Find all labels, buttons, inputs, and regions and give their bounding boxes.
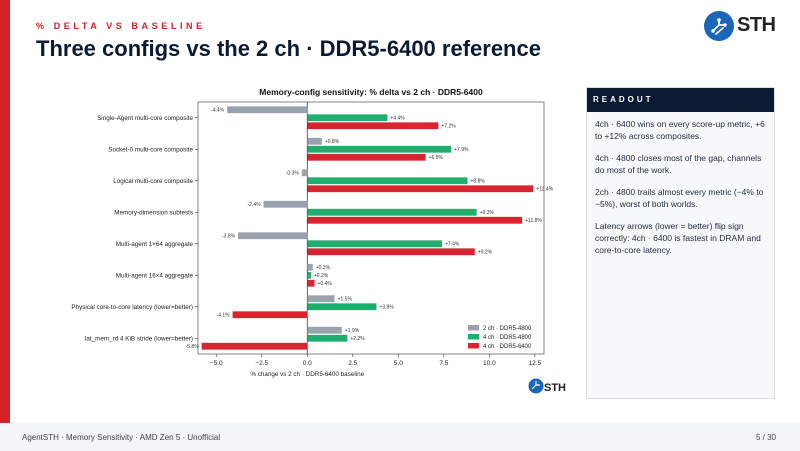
bar [238, 232, 308, 240]
data-label: +7.2% [441, 124, 456, 130]
bar [307, 240, 443, 248]
data-label: +9.3% [480, 210, 495, 216]
footer-caption: AgentSTH · Memory Sensitivity · AMD Zen … [22, 433, 221, 442]
bar [307, 177, 468, 185]
data-label: +12.4% [536, 187, 554, 193]
watermark-logo-badge [528, 378, 544, 394]
data-label: +3.8% [379, 305, 394, 311]
footer-bar [0, 423, 800, 451]
page-number: 5 / 30 [755, 433, 776, 442]
data-label: +9.2% [478, 250, 493, 256]
data-label: +2.2% [350, 336, 365, 342]
bar [307, 137, 322, 145]
data-label: +1.9% [345, 328, 360, 334]
data-label: +7.4% [445, 242, 460, 248]
x-tick-label: 12.5 [529, 360, 542, 367]
data-label: +7.9% [454, 147, 469, 153]
bar [307, 114, 388, 122]
bar [307, 153, 426, 161]
bar [307, 326, 342, 334]
x-tick-label: 5.0 [394, 360, 403, 367]
category-label: lat_mem_rd 4 KiB stride (lower=better) [85, 335, 193, 342]
logo-badge [704, 11, 734, 41]
category-label: Socket-0 multi-core composite [108, 146, 193, 153]
legend-swatch [468, 334, 479, 340]
logo-text: STH [737, 14, 776, 36]
data-label: +0.8% [325, 139, 340, 145]
category-label: Logical multi-core composite [113, 178, 193, 185]
legend-label: 4 ch · DDR5-6400 [483, 344, 532, 350]
bar [307, 295, 335, 303]
readout-paragraph: 2ch · 4800 trails almost every metric (−… [595, 187, 764, 209]
data-label: -5.8% [186, 344, 200, 350]
bar [307, 208, 477, 216]
section-kicker: % DELTA VS BASELINE [36, 21, 206, 31]
bar [307, 216, 523, 224]
legend-swatch [468, 343, 479, 349]
data-label: -4.1% [217, 313, 231, 319]
watermark-logo-text: STH [544, 382, 566, 394]
sensitivity-chart: Memory-config sensitivity: % delta vs 2 … [71, 87, 566, 394]
category-label: Memory-dimension subtests [114, 209, 193, 216]
data-label: -3.8% [222, 234, 236, 240]
sth-logo: STH [704, 11, 776, 41]
readout-paragraph: 4ch · 4800 closes most of the gap, chann… [595, 153, 762, 175]
x-tick-label: 2.5 [348, 360, 357, 367]
data-label: +1.5% [338, 297, 353, 303]
accent-bar [0, 0, 10, 451]
plot-frame [197, 101, 545, 355]
category-label: Physical core-to-core latency (lower=bet… [71, 304, 193, 311]
category-label: Multi-agent 16×4 aggregate [116, 272, 194, 279]
readout-paragraph: Latency arrows (lower = better) flip sig… [595, 221, 761, 255]
x-tick-label: 10.0 [483, 360, 496, 367]
bar [307, 185, 534, 193]
data-label: -4.4% [211, 108, 225, 114]
data-label: +8.8% [471, 179, 486, 185]
data-label: +11.8% [525, 218, 542, 224]
bar [307, 122, 439, 130]
bar [307, 334, 348, 342]
x-axis-label: % change vs 2 ch · DDR5-6400 baseline [250, 371, 364, 378]
readout-heading: READOUT [587, 88, 774, 112]
bar [201, 342, 308, 350]
category-label: Multi-agent 1×64 aggregate [116, 241, 194, 248]
data-label: +0.4% [318, 281, 333, 287]
data-label: -2.4% [247, 202, 261, 208]
slide-title: Three configs vs the 2 ch · DDR5-6400 re… [36, 36, 541, 61]
bar [307, 279, 315, 287]
chart-title: Memory-config sensitivity: % delta vs 2 … [259, 87, 483, 97]
data-label: +6.5% [429, 155, 444, 161]
bar [301, 169, 308, 177]
data-label: +0.2% [314, 273, 329, 279]
readout-panel: READOUT 4ch · 6400 wins on every score-u… [586, 87, 775, 399]
bar [307, 303, 377, 311]
x-tick-label: −2.5 [255, 360, 268, 367]
bar [307, 271, 311, 279]
data-label: -0.3% [286, 171, 300, 177]
data-label: +4.4% [390, 116, 405, 122]
logo-circuit-icon [711, 18, 727, 35]
x-tick-label: 0.0 [303, 360, 312, 367]
bar [307, 263, 313, 271]
bar [232, 311, 308, 319]
watermark-circuit-icon [531, 381, 540, 390]
x-tick-label: 7.5 [439, 360, 448, 367]
chart-container: Memory-config sensitivity: % delta vs 2 … [36, 82, 566, 412]
x-tick-label: −5.0 [210, 360, 223, 367]
bar [307, 248, 475, 256]
legend-label: 2 ch · DDR5-4800 [483, 326, 532, 332]
data-label: +0.3% [316, 265, 331, 271]
readout-paragraph: 4ch · 6400 wins on every score-up metric… [595, 119, 765, 141]
category-label: Single-Agent multi-core composite [97, 115, 193, 122]
bar [227, 106, 308, 114]
legend-swatch [468, 325, 479, 331]
bar [263, 200, 308, 208]
legend-label: 4 ch · DDR5-4800 [483, 335, 532, 341]
bar [307, 145, 452, 153]
